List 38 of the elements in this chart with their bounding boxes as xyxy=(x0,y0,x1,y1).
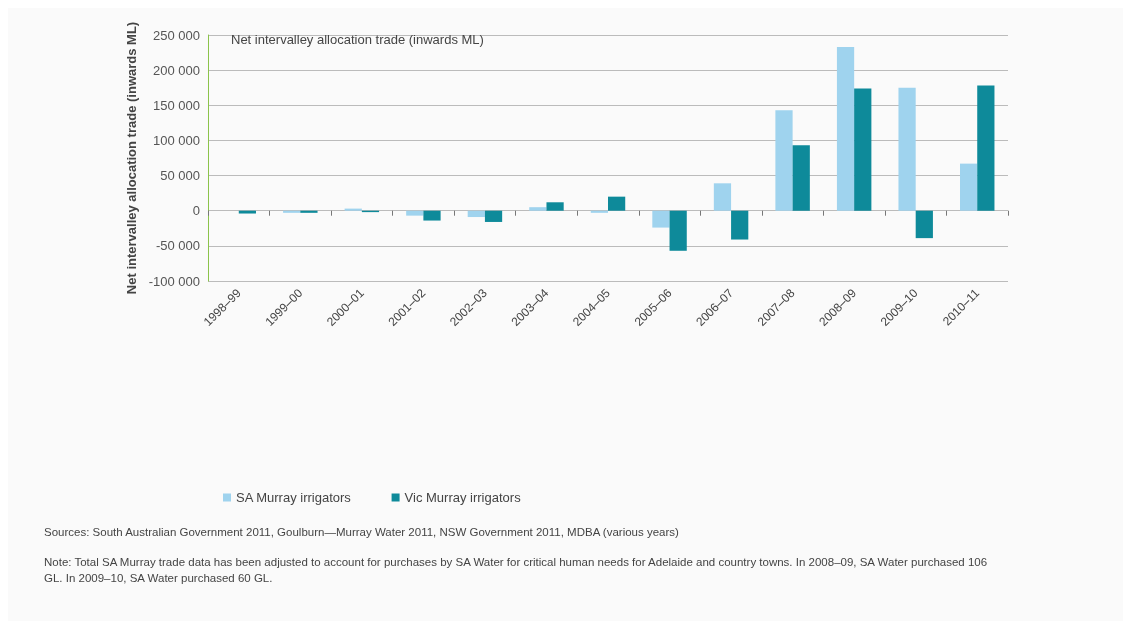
y-tick-label: 100 000 xyxy=(153,132,200,148)
bar xyxy=(467,210,485,218)
y-tick-label: -50 000 xyxy=(155,238,200,254)
bar xyxy=(300,210,318,213)
bar xyxy=(836,46,855,211)
legend-label: SA Murray irrigators xyxy=(236,490,352,505)
y-axis-title: Net intervalley allocation trade (inwards ML) xyxy=(123,21,139,295)
bar xyxy=(529,207,547,211)
bar xyxy=(977,85,995,211)
bar xyxy=(792,145,810,211)
y-tick-label: 200 000 xyxy=(153,62,200,78)
y-tick-label: 250 000 xyxy=(153,27,200,43)
y-tick-label: 0 xyxy=(192,203,200,219)
bar xyxy=(590,210,608,213)
bar xyxy=(344,208,362,211)
chart-title: Net intervalley allocation trade (inwards ML) xyxy=(231,32,484,47)
bar xyxy=(423,210,441,221)
bar xyxy=(238,210,256,214)
bar xyxy=(283,210,301,213)
bar xyxy=(915,210,933,239)
y-tick-label: 50 000 xyxy=(160,168,200,184)
bar xyxy=(960,163,978,211)
text: Note: Total SA Murray trade data has been adjusted to account for purchases by SA Water for critical human needs for Adelaide and country towns. In 2008–09, SA Water purchased 106 GL. In 2009–10, SA Water purchased 60 GL. xyxy=(44,555,989,586)
bar xyxy=(731,210,749,240)
bar xyxy=(608,196,626,211)
y-tick-label: 150 000 xyxy=(153,97,200,113)
y-tick-label: -100 000 xyxy=(148,273,200,289)
bar xyxy=(775,110,793,211)
legend-label: Vic Murray irrigators xyxy=(404,490,522,505)
bar xyxy=(854,88,872,211)
bar xyxy=(406,210,424,216)
bar xyxy=(713,183,732,211)
bar xyxy=(652,210,670,228)
bar xyxy=(546,202,564,211)
bar xyxy=(898,87,916,211)
bar xyxy=(669,210,687,251)
bar xyxy=(484,210,503,222)
source-note: Sources: South Australian Government 2011, Goulburn—Murray Water 2011, NSW Government 2011, MDBA (various years) xyxy=(44,525,680,540)
